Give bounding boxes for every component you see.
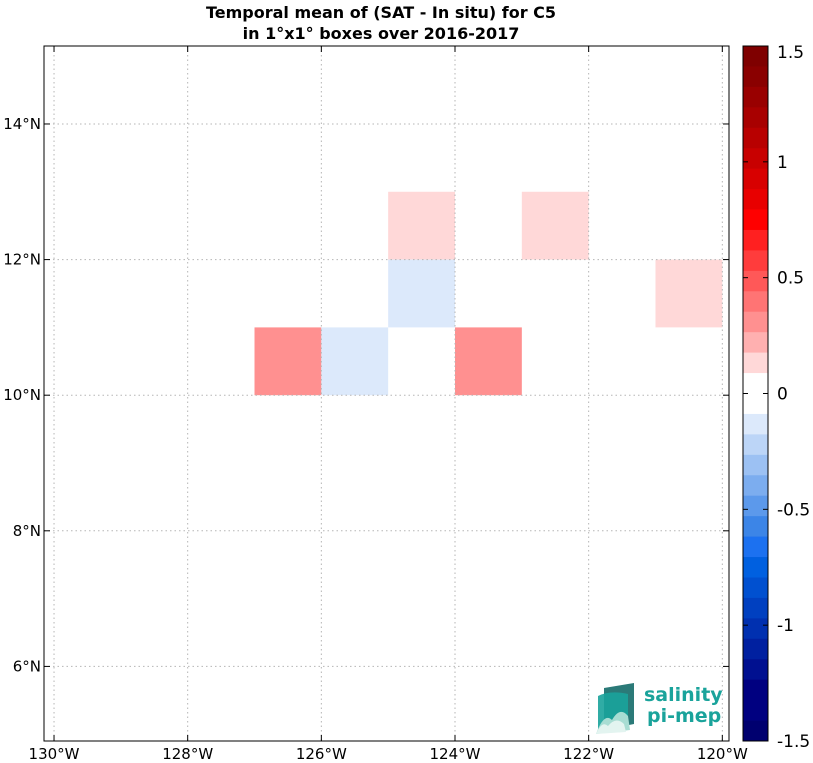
colorbar-segment-26 (743, 577, 768, 599)
colorbar-segment-29 (743, 638, 768, 660)
heatmap-cell-5 (321, 327, 389, 396)
colorbar-segment-4 (743, 127, 768, 149)
colorbar-segment-5 (743, 148, 768, 170)
colorbar-tick-label-2: 0.5 (777, 269, 804, 289)
heatmap-cell-1 (521, 191, 589, 260)
colorbar-segment-3 (743, 107, 768, 129)
x-axis-ticks: 130°W 128°W 126°W 124°W 122°W 120°W (29, 46, 748, 763)
salinity-pi-mep-logo: salinity pi-mep (596, 683, 723, 734)
x-tick-label-4: 122°W (563, 745, 614, 763)
y-tick-label-1: 8°N (13, 522, 41, 540)
x-tick-label-0: 130°W (29, 745, 80, 763)
plot-frame (43, 45, 730, 742)
colorbar-segment-33 (743, 720, 768, 742)
colorbar-segment-25 (743, 557, 768, 578)
colorbar-segment-15 (743, 352, 768, 374)
colorbar-segment-28 (743, 618, 768, 640)
x-tick-label-5: 120°W (697, 745, 748, 763)
colorbar-tick-label-5: -1 (777, 616, 794, 636)
colorbar: 1.5 1 0.5 0 -0.5 -1 -1.5 (742, 43, 810, 752)
x-tick-label-2: 126°W (296, 745, 347, 763)
colorbar-segment-9 (743, 229, 768, 251)
colorbar-segment-14 (743, 332, 768, 354)
logo-text-line-2: pi-mep (647, 705, 721, 727)
colorbar-segment-30 (743, 659, 768, 681)
chart-title-line-2: in 1°x1° boxes over 2016-2017 (243, 24, 520, 43)
colorbar-segment-7 (743, 189, 768, 210)
colorbar-segment-27 (743, 597, 768, 619)
colorbar-segment-20 (743, 454, 768, 476)
colorbar-segment-23 (743, 516, 768, 537)
colorbar-tick-label-1: 1 (777, 153, 788, 173)
colorbar-segment-19 (743, 434, 768, 456)
colorbar-segment-13 (743, 311, 768, 333)
colorbar-segment-18 (743, 413, 768, 435)
colorbar-segment-6 (743, 168, 768, 190)
y-axis-ticks: 6°N 8°N 10°N 12°N 14°N (3, 115, 729, 675)
heatmap-cells (254, 191, 723, 396)
colorbar-segment-11 (743, 270, 768, 292)
colorbar-segment-32 (743, 700, 768, 721)
heatmap-cell-2 (655, 259, 723, 328)
chart-title-line-1: Temporal mean of (SAT - In situ) for C5 (206, 3, 556, 22)
heatmap-cell-3 (388, 259, 455, 328)
colorbar-segments (743, 46, 768, 742)
colorbar-tick-label-6: -1.5 (777, 732, 810, 752)
y-tick-label-2: 10°N (3, 386, 41, 404)
plot-area: 130°W 128°W 126°W 124°W 122°W 120°W 6°N 8°N 10°… (3, 45, 748, 763)
logo-text-line-1: salinity (644, 684, 723, 706)
grid-lines (44, 46, 729, 741)
heatmap-cell-0 (388, 191, 455, 260)
y-tick-label-3: 12°N (3, 251, 41, 269)
colorbar-segment-22 (743, 495, 768, 517)
colorbar-segment-10 (743, 250, 768, 272)
colorbar-tick-label-3: 0 (777, 385, 788, 405)
heatmap-cell-4 (254, 327, 322, 396)
colorbar-segment-17 (743, 393, 768, 415)
y-tick-label-0: 6°N (13, 657, 41, 675)
colorbar-segment-0 (743, 46, 768, 67)
colorbar-segment-24 (743, 536, 768, 558)
colorbar-segment-16 (743, 373, 768, 394)
colorbar-tick-label-4: -0.5 (777, 500, 810, 520)
colorbar-segment-8 (743, 209, 768, 231)
colorbar-segment-31 (743, 679, 768, 701)
colorbar-segment-12 (743, 291, 768, 313)
colorbar-segment-1 (743, 66, 768, 88)
colorbar-ticks: 1.5 1 0.5 0 -0.5 -1 -1.5 (743, 43, 810, 752)
heatmap-cell-6 (455, 327, 522, 396)
colorbar-segment-2 (743, 86, 768, 108)
x-tick-label-3: 124°W (430, 745, 481, 763)
colorbar-segment-21 (743, 475, 768, 497)
colorbar-tick-label-0: 1.5 (777, 43, 804, 63)
logo-wave-icon (596, 683, 634, 734)
x-tick-label-1: 128°W (162, 745, 213, 763)
y-tick-label-4: 14°N (3, 115, 41, 133)
